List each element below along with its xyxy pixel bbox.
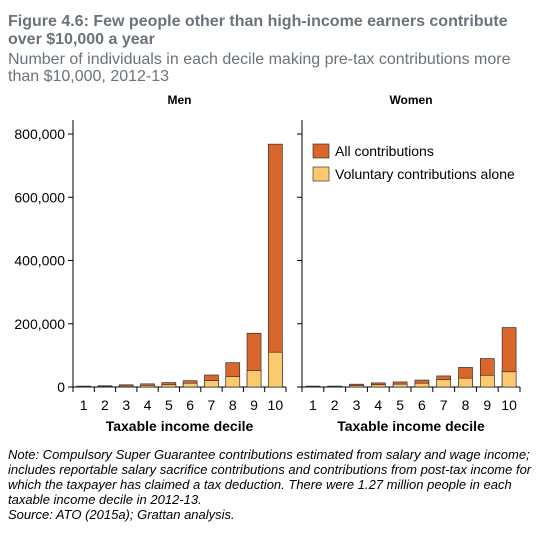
- men-x-tick-label: 4: [144, 397, 152, 413]
- women-x-tick-label: 3: [353, 397, 361, 413]
- men-x-tick-label: 9: [250, 397, 258, 413]
- women-x-tick-label: 7: [440, 397, 448, 413]
- women-x-tick-label: 2: [331, 397, 339, 413]
- men-bar-voluntary: [204, 380, 219, 388]
- women-bar-voluntary: [501, 371, 517, 388]
- men-y-tick-label: 200,000: [14, 316, 65, 332]
- men-bar-voluntary: [182, 382, 198, 388]
- men-x-axis-label: Taxable income decile: [106, 418, 254, 434]
- legend-swatch-voluntary: [312, 166, 330, 182]
- women-x-tick-label: 4: [374, 397, 382, 413]
- men-y-tick-label: 0: [57, 379, 65, 395]
- legend-label-voluntary: Voluntary contributions alone: [335, 166, 515, 182]
- men-x-tick-label: 5: [165, 397, 173, 413]
- legend-label-all-contributions: All contributions: [335, 143, 434, 159]
- figure-note: Note: Compulsory Super Guarantee contrib…: [8, 447, 533, 522]
- men-bar-voluntary: [225, 376, 241, 388]
- men-x-tick-label: 8: [229, 397, 237, 413]
- women-x-tick-label: 6: [418, 397, 426, 413]
- men-x-tick-label: 6: [186, 397, 194, 413]
- women-bar-voluntary: [305, 386, 321, 388]
- men-bar-voluntary: [161, 384, 177, 388]
- women-bar-voluntary: [436, 379, 452, 388]
- women-x-axis-label: Taxable income decile: [337, 418, 485, 434]
- men-bar-voluntary: [76, 386, 91, 388]
- women-x-tick-label: 1: [309, 397, 317, 413]
- legend-swatch-all-contributions: [312, 143, 330, 159]
- note-text: Note: Compulsory Super Guarantee contrib…: [8, 447, 532, 507]
- men-bar-voluntary: [268, 351, 283, 388]
- women-panel-title: Women: [389, 93, 432, 107]
- figure-subtitle: Number of individuals in each decile mak…: [8, 51, 511, 85]
- men-y-tick-label: 600,000: [14, 189, 65, 205]
- men-panel-title: Men: [168, 93, 192, 107]
- women-x-tick-label: 5: [396, 397, 404, 413]
- men-x-tick-label: 2: [101, 397, 109, 413]
- women-bar-voluntary: [414, 382, 430, 388]
- women-bar-voluntary: [370, 384, 386, 388]
- men-y-tick-label: 800,000: [14, 126, 65, 142]
- women-bar-voluntary: [479, 374, 495, 388]
- men-x-tick-label: 3: [122, 397, 130, 413]
- men-bar-voluntary: [97, 386, 113, 388]
- men-x-tick-label: 10: [268, 397, 284, 413]
- women-bar-voluntary: [349, 385, 364, 388]
- men-bar-all-contributions: [268, 143, 283, 388]
- women-bar-voluntary: [458, 377, 473, 388]
- men-bar-voluntary: [246, 370, 262, 388]
- figure-title: Figure 4.6: Few people other than high-i…: [8, 13, 508, 48]
- women-x-tick-label: 8: [462, 397, 470, 413]
- men-bar-voluntary: [140, 385, 155, 388]
- men-y-tick-label: 400,000: [14, 253, 65, 269]
- women-x-tick-label: 10: [501, 397, 517, 413]
- men-x-tick-label: 1: [80, 397, 88, 413]
- men-bar-voluntary: [118, 385, 134, 388]
- source-text: Source: ATO (2015a); Grattan analysis.: [8, 507, 235, 522]
- men-x-tick-label: 7: [208, 397, 216, 413]
- women-x-tick-label: 9: [483, 397, 491, 413]
- women-bar-voluntary: [392, 383, 408, 388]
- women-bar-voluntary: [327, 386, 343, 388]
